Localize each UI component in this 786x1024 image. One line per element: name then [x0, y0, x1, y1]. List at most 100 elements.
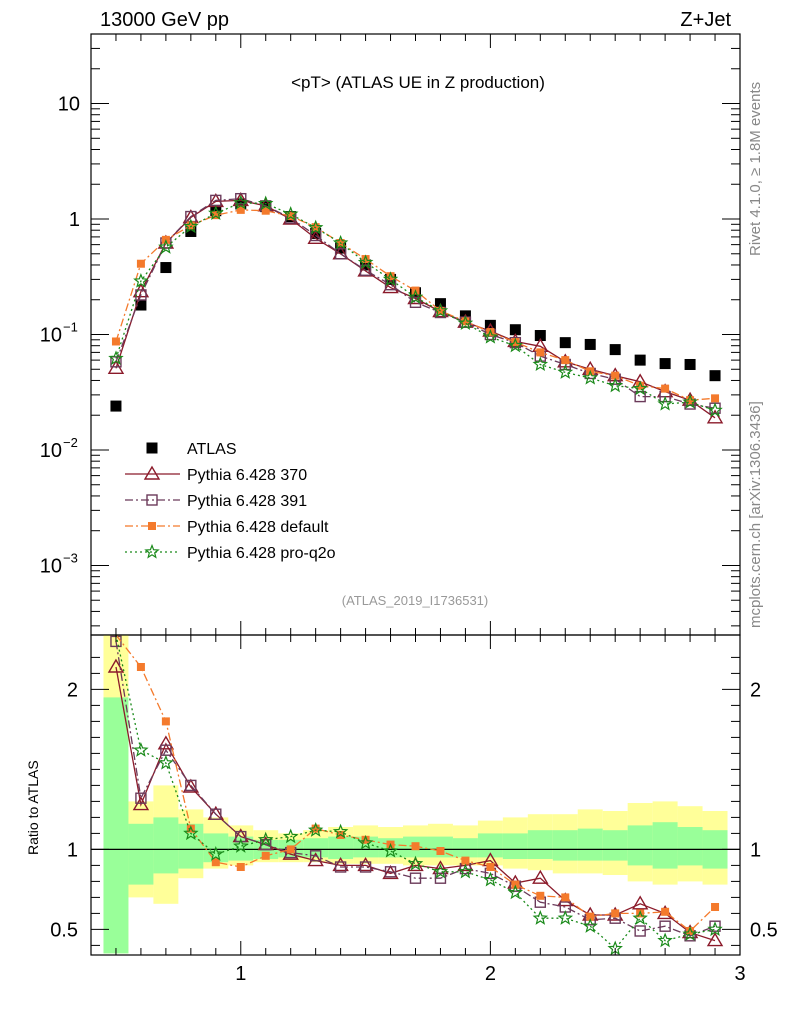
- analysis-id: (ATLAS_2019_I1736531): [342, 593, 488, 608]
- ratio-point: [611, 909, 620, 918]
- data-point: [386, 272, 395, 281]
- ratio-point: [133, 742, 149, 757]
- ratio-point: [282, 828, 299, 844]
- data-point: [357, 254, 374, 270]
- data-point: [507, 337, 524, 353]
- data-point: [185, 225, 197, 237]
- y-tick-label: 10: [40, 325, 62, 347]
- ratio-point: [334, 861, 347, 873]
- ratio-point: [307, 852, 324, 867]
- ratio-band-inner: [552, 830, 578, 861]
- ratio-point: [532, 869, 549, 884]
- ratio-point: [482, 871, 499, 887]
- ratio-point: [411, 842, 420, 851]
- ratio-point: [185, 779, 197, 792]
- ratio-point: [486, 863, 495, 871]
- ratio-band-inner: [128, 823, 154, 885]
- x-tick-label: 3: [734, 963, 745, 985]
- ratio-series-2: [115, 634, 720, 935]
- data-point: [657, 395, 673, 411]
- ratio-line: [115, 634, 716, 932]
- legend-label: Pythia 6.428 391: [187, 493, 307, 510]
- data-point: [286, 212, 295, 221]
- ratio-point: [359, 861, 372, 873]
- data-point: [634, 354, 646, 366]
- data-point: [557, 364, 574, 379]
- ratio-point: [436, 847, 445, 855]
- rivet-version-label: Rivet 4.1.0, ≥ 1.8M events: [747, 82, 764, 256]
- y-tick-exponent: −2: [63, 435, 78, 450]
- data-point: [235, 192, 247, 205]
- ratio-point: [307, 822, 324, 837]
- series-line: [115, 198, 716, 409]
- legend-marker: [148, 522, 156, 530]
- data-point: [236, 205, 245, 214]
- ratio-plot-area: [91, 634, 740, 956]
- data-point: [584, 338, 596, 350]
- chart-title: <pT> (ATLAS UE in Z production): [291, 73, 545, 92]
- ratio-point: [357, 857, 374, 872]
- legend-marker: [146, 494, 158, 506]
- legend-marker: [143, 465, 161, 480]
- data-point: [607, 377, 623, 393]
- data-point: [136, 259, 145, 268]
- ratio-axis-ticks: 1 2 30.5 0.51 12 2: [50, 635, 778, 985]
- x-tick-label: 2: [485, 963, 496, 985]
- ratio-point: [183, 825, 199, 841]
- ratio-axis-label: Ratio to ATLAS: [25, 760, 41, 855]
- data-point: [636, 381, 645, 390]
- ratio-point: [711, 903, 720, 911]
- data-point: [307, 219, 324, 235]
- series-4: [108, 194, 723, 418]
- ratio-frame: [90, 634, 741, 956]
- legend-label: ATLAS: [187, 441, 237, 458]
- ratio-point: [707, 921, 723, 937]
- data-point: [409, 296, 422, 309]
- ratio-band-inner: [677, 827, 703, 866]
- data-point: [509, 336, 522, 349]
- data-point: [135, 299, 147, 311]
- ratio-point: [432, 863, 449, 879]
- ratio-point: [507, 884, 524, 900]
- y-tick-exponent: −1: [63, 320, 78, 335]
- ratio-point: [434, 872, 447, 884]
- data-point: [233, 194, 249, 210]
- data-point: [407, 289, 424, 304]
- ratio-point: [632, 910, 648, 925]
- data-point: [684, 358, 696, 370]
- data-point: [108, 350, 124, 366]
- legend-entry: Pythia 6.428 pro-q2o: [125, 543, 336, 562]
- ratio-point: [332, 823, 349, 839]
- data-point: [186, 221, 195, 230]
- ratio-point: [182, 778, 200, 793]
- data-point: [661, 384, 670, 393]
- ratio-line: [115, 634, 716, 950]
- ratio-y-tick-label: 2: [67, 679, 78, 701]
- data-point: [509, 324, 521, 336]
- data-point: [160, 262, 172, 274]
- ratio-point: [561, 893, 570, 902]
- series-3: [111, 205, 720, 405]
- ratio-point: [557, 910, 574, 925]
- ratio-point: [136, 663, 145, 671]
- ratio-point: [686, 927, 695, 935]
- y-tick-label: 1: [69, 209, 80, 231]
- data-point: [183, 218, 199, 234]
- data-point: [110, 400, 122, 412]
- ratio-y-tick-label-right: 0.5: [750, 919, 778, 941]
- data-point: [561, 356, 570, 365]
- ratio-band-inner: [577, 828, 603, 861]
- ratio-y-tick-label-right: 1: [750, 839, 761, 861]
- ratio-y-tick-label-right: 2: [750, 679, 761, 701]
- data-point: [611, 371, 620, 380]
- data-point: [559, 337, 571, 349]
- data-point: [310, 227, 322, 239]
- data-point: [532, 356, 549, 372]
- legend-marker: [146, 442, 158, 454]
- ratio-band-inner: [527, 830, 553, 859]
- series-line: [115, 199, 716, 419]
- data-point: [659, 358, 671, 370]
- ratio-point: [631, 895, 649, 910]
- ratio-point: [384, 866, 397, 878]
